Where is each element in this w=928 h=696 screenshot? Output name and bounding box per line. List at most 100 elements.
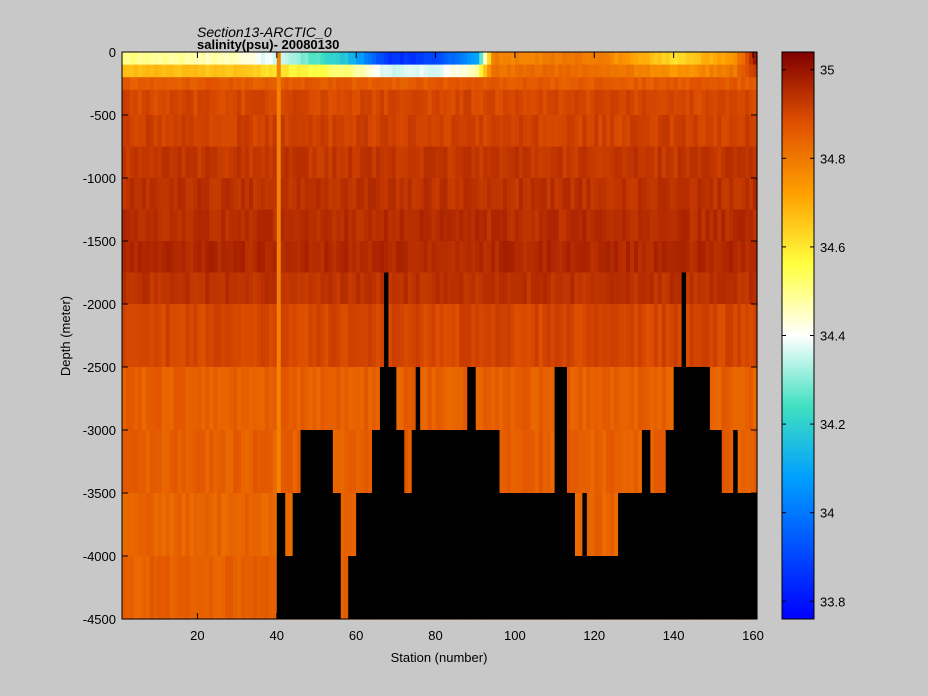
heatmap-cell (578, 304, 583, 368)
heatmap-cell (237, 115, 242, 148)
heatmap-cell (308, 178, 314, 211)
heatmap-cell (352, 115, 357, 148)
heatmap-cell (272, 77, 278, 91)
heatmap-cell (185, 272, 191, 305)
heatmap-cell (439, 241, 445, 274)
heatmap-cell (471, 178, 476, 211)
heatmap-cell (395, 304, 401, 368)
seafloor-segment (332, 493, 341, 619)
heatmap-cell (149, 115, 155, 148)
heatmap-cell (745, 146, 750, 179)
heatmap-cell (161, 178, 167, 211)
heatmap-cell (431, 241, 437, 274)
heatmap-cell (181, 52, 187, 66)
heatmap-cell (364, 115, 369, 148)
heatmap-cell (197, 556, 202, 620)
heatmap-cell (705, 209, 710, 242)
heatmap-cell (435, 64, 441, 78)
heatmap-cell (729, 146, 734, 179)
heatmap-cell (562, 209, 568, 242)
heatmap-cell (641, 209, 647, 242)
heatmap-cell (419, 367, 425, 431)
heatmap-cell (383, 52, 389, 66)
heatmap-cell (407, 115, 413, 148)
heatmap-cell (447, 209, 453, 242)
heatmap-cell (217, 367, 222, 431)
heatmap-cell (753, 304, 758, 368)
heatmap-cell (495, 178, 500, 211)
heatmap-cell (550, 430, 556, 494)
heatmap-cell (661, 178, 667, 211)
heatmap-cell (645, 178, 651, 211)
heatmap-cell (709, 304, 714, 368)
heatmap-cell (499, 304, 504, 368)
heatmap-cell (467, 272, 472, 305)
heatmap-cell (558, 115, 564, 148)
heatmap-cell (284, 304, 290, 368)
heatmap-cell (324, 89, 329, 116)
heatmap-cell (288, 367, 294, 431)
heatmap-cell (225, 272, 230, 305)
heatmap-cell (177, 272, 183, 305)
heatmap-cell (729, 77, 734, 91)
heatmap-cell (137, 367, 143, 431)
heatmap-cell (368, 430, 373, 494)
heatmap-cell (598, 367, 603, 431)
heatmap-cell (320, 304, 326, 368)
heatmap-cell (614, 89, 619, 116)
heatmap-cell (125, 241, 131, 274)
heatmap-cell (221, 209, 226, 242)
heatmap-cell (372, 272, 377, 305)
heatmap-cell (649, 272, 655, 305)
heatmap-cell (292, 52, 298, 66)
heatmap-cell (677, 272, 683, 305)
heatmap-cell (463, 77, 468, 91)
heatmap-cell (268, 178, 274, 211)
heatmap-cell (562, 272, 568, 305)
heatmap-cell (137, 556, 143, 620)
heatmap-cell (249, 77, 254, 91)
heatmap-cell (701, 272, 707, 305)
heatmap-cell (324, 77, 329, 91)
heatmap-cell (423, 64, 429, 78)
heatmap-cell (618, 430, 623, 494)
heatmap-cell (193, 146, 199, 179)
heatmap-cell (252, 178, 258, 211)
heatmap-cell (737, 52, 742, 66)
heatmap-cell (542, 89, 548, 116)
heatmap-cell (522, 241, 528, 274)
heatmap-cell (586, 77, 591, 91)
heatmap-cell (622, 89, 627, 116)
heatmap-cell (701, 89, 707, 116)
heatmap-cell (125, 146, 131, 179)
heatmap-cell (491, 115, 496, 148)
heatmap-cell (157, 77, 163, 91)
heatmap-cell (514, 89, 520, 116)
heatmap-cell (633, 178, 639, 211)
heatmap-cell (141, 115, 147, 148)
heatmap-cell (737, 241, 742, 274)
heatmap-cell (145, 64, 151, 78)
heatmap-cell (550, 89, 556, 116)
heatmap-cell (463, 241, 468, 274)
heatmap-cell (522, 52, 528, 66)
heatmap-cell (641, 146, 647, 179)
heatmap-cell (312, 77, 318, 91)
heatmap-cell (499, 367, 504, 431)
heatmap-cell (630, 304, 635, 368)
heatmap-cell (506, 241, 512, 274)
heatmap-cell (721, 64, 726, 78)
heatmap-cell (252, 241, 258, 274)
heatmap-cell (459, 89, 464, 116)
heatmap-cell (606, 115, 611, 148)
heatmap-cell (622, 430, 627, 494)
heatmap-cell (157, 367, 163, 431)
seafloor-segment (475, 430, 500, 619)
x-axis-ticks: 20 40 60 80 100 120 140 160 (190, 52, 764, 643)
heatmap-cell (352, 64, 357, 78)
heatmap-cell (594, 367, 599, 431)
heatmap-cell (443, 77, 449, 91)
heatmap-cell (411, 77, 417, 91)
heatmap-cell (122, 430, 127, 494)
heatmap-cell (292, 146, 298, 179)
